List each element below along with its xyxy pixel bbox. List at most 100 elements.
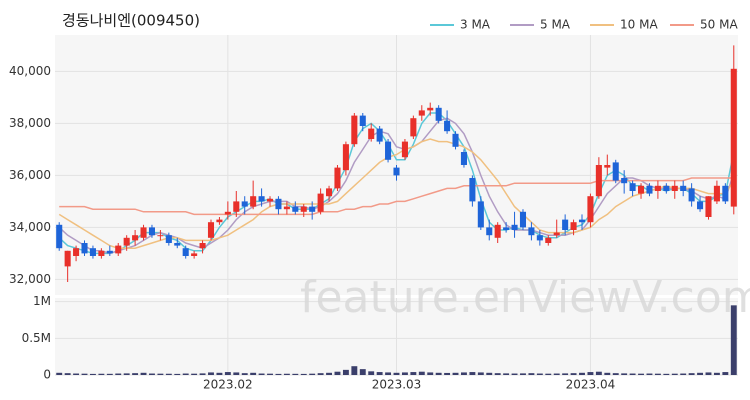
volume-bar <box>562 373 569 375</box>
volume-bar <box>486 372 493 375</box>
volume-bar <box>182 373 189 375</box>
legend-label: 5 MA <box>540 18 571 32</box>
candle-body <box>612 162 619 181</box>
candle-body <box>250 196 257 207</box>
volume-bar <box>444 372 451 375</box>
volume-bar <box>680 373 687 375</box>
volume-bar <box>393 372 400 375</box>
volume-bar <box>461 372 467 375</box>
candle-body <box>368 128 375 139</box>
volume-bar <box>81 373 88 375</box>
volume-bar <box>545 373 552 375</box>
volume-bar <box>477 372 484 375</box>
candle-body <box>283 206 290 210</box>
candle-body <box>604 165 611 168</box>
volume-bar <box>410 372 417 375</box>
volume-bar <box>359 369 366 375</box>
candle-body <box>241 201 248 207</box>
volume-bar <box>98 373 105 375</box>
volume-bar <box>401 372 408 375</box>
volume-bar <box>646 373 653 375</box>
candle-body <box>98 250 105 256</box>
candle-body <box>258 196 265 202</box>
candle-body <box>435 107 442 121</box>
candle-body <box>494 224 501 238</box>
volume-bar <box>553 373 560 375</box>
candle-body <box>182 248 189 256</box>
candle-body <box>233 201 240 212</box>
candle-body <box>528 227 535 236</box>
volume-bar <box>528 373 535 375</box>
candle-body <box>81 243 88 254</box>
candle-body <box>351 115 358 145</box>
y-tick-label: 38,000 <box>9 116 51 130</box>
candle-body <box>216 219 223 223</box>
volume-bar <box>73 373 80 375</box>
candle-body <box>646 185 653 194</box>
grid: 32,000 34,000 36,000 38,000 40,000 0 0.5M 1M 202… <box>9 35 738 392</box>
volume-bar <box>697 372 704 375</box>
candle-body <box>115 245 122 254</box>
volume-bar <box>224 372 231 375</box>
volume-bar <box>64 373 71 375</box>
watermark: feature.enViewV.com <box>300 272 750 323</box>
volume-bar <box>283 373 290 375</box>
candle-body <box>342 144 349 171</box>
volume-bar <box>250 372 257 375</box>
candle-body <box>595 165 602 197</box>
candle-body <box>123 237 130 246</box>
volume-bar <box>376 372 383 375</box>
volume-bar <box>435 372 442 375</box>
volume-bar <box>629 373 636 375</box>
volume-bar <box>688 373 695 375</box>
volume-bar <box>317 373 324 375</box>
volume-bar <box>469 372 476 375</box>
candle-body <box>562 219 569 230</box>
volume-bar <box>520 373 526 375</box>
volume-bar <box>241 373 248 375</box>
volume-bar <box>174 373 181 375</box>
candle-body <box>266 198 274 202</box>
volume-bar <box>149 373 155 375</box>
candle-body <box>452 133 459 147</box>
candle-body <box>207 222 215 238</box>
volume-bar <box>570 373 577 375</box>
volume-bar <box>233 372 240 375</box>
candle-body <box>326 188 333 197</box>
volume-bar <box>621 373 628 375</box>
volume-bar <box>106 373 113 375</box>
plot <box>56 45 737 375</box>
volume-bar <box>595 371 602 375</box>
volume-bar <box>89 373 96 375</box>
volume-bar <box>191 373 198 375</box>
volume-bar <box>503 373 510 375</box>
candle-body <box>722 185 729 202</box>
candle-body <box>106 250 113 254</box>
candle-body <box>199 243 206 249</box>
y-tick-label: 32,000 <box>9 272 51 286</box>
candle-body <box>165 235 172 243</box>
volume-bar <box>654 373 661 375</box>
candle-body <box>444 120 451 132</box>
candle-body <box>418 110 425 116</box>
x-tick-label: 2023.03 <box>372 378 422 392</box>
candle-body <box>553 232 560 236</box>
candle-body <box>317 193 324 212</box>
y-tick-label: 1M <box>33 294 51 308</box>
volume-bar <box>604 372 611 375</box>
chart-title: 경동나비엔(009450) <box>62 12 200 30</box>
candle-body <box>663 185 670 191</box>
candle-body <box>148 227 156 236</box>
volume-bar <box>326 372 332 375</box>
volume-bar <box>671 373 678 375</box>
volume-bar <box>385 372 392 375</box>
x-tick-label: 2023.04 <box>566 378 616 392</box>
volume-bar <box>165 373 172 375</box>
volume-bar <box>579 372 585 375</box>
candle-body <box>629 183 636 191</box>
candle-body <box>56 224 63 249</box>
volume-bar <box>452 372 459 375</box>
candle-body <box>697 201 704 210</box>
legend-label: 3 MA <box>460 18 491 32</box>
